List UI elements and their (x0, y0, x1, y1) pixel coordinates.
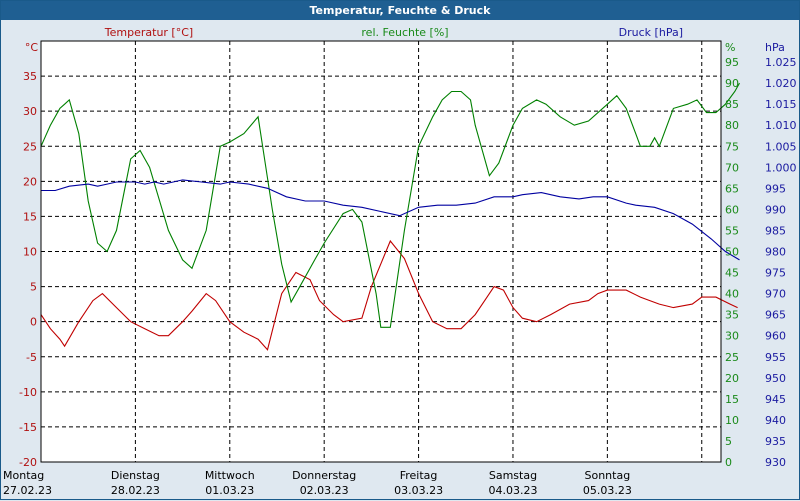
humidity-tick-label: 90 (725, 77, 739, 90)
temperature-tick-label: 15 (23, 210, 37, 223)
humidity-tick-label: 60 (725, 203, 739, 216)
temperature-tick-label: -10 (19, 386, 37, 399)
day-name-label: Dienstag (111, 469, 160, 482)
pressure-tick-label: 940 (765, 414, 786, 427)
day-name-label: Mittwoch (205, 469, 255, 482)
temperature-axis-label: Temperatur [°C] (104, 26, 193, 39)
day-name-label: Freitag (400, 469, 438, 482)
pressure-tick-label: 985 (765, 224, 786, 237)
humidity-tick-label: 45 (725, 267, 739, 280)
pressure-tick-label: 950 (765, 372, 786, 385)
pressure-tick-label: 935 (765, 435, 786, 448)
pressure-tick-label: 1.000 (765, 161, 797, 174)
pressure-tick-label: 990 (765, 203, 786, 216)
humidity-tick-label: 85 (725, 98, 739, 111)
humidity-tick-label: 25 (725, 351, 739, 364)
pressure-tick-label: 1.010 (765, 119, 797, 132)
day-date-label: 01.03.23 (205, 484, 254, 497)
humidity-tick-label: 35 (725, 309, 739, 322)
humidity-unit-label: % (725, 41, 735, 54)
pressure-tick-label: 1.020 (765, 77, 797, 90)
day-date-label: 03.03.23 (394, 484, 443, 497)
humidity-axis-label: rel. Feuchte [%] (361, 26, 448, 39)
day-name-label: Donnerstag (292, 469, 356, 482)
humidity-tick-label: 5 (725, 435, 732, 448)
humidity-tick-label: 0 (725, 456, 732, 469)
humidity-tick-label: 30 (725, 330, 739, 343)
plot-area-border (40, 40, 722, 463)
temperature-tick-label: 35 (23, 70, 37, 83)
pressure-tick-label: 1.015 (765, 98, 797, 111)
pressure-tick-label: 970 (765, 288, 786, 301)
pressure-tick-label: 1.025 (765, 56, 797, 69)
day-date-label: 04.03.23 (488, 484, 537, 497)
pressure-tick-label: 945 (765, 393, 786, 406)
series-line-temperature (40, 239, 738, 351)
chart-title: Temperatur, Feuchte & Druck (1, 1, 799, 20)
temperature-tick-label: 25 (23, 140, 37, 153)
pressure-tick-label: 955 (765, 351, 786, 364)
temperature-tick-label: -20 (19, 456, 37, 469)
temperature-tick-label: -5 (26, 351, 37, 364)
day-date-label: 05.03.23 (583, 484, 632, 497)
temperature-tick-label: 20 (23, 175, 37, 188)
temperature-tick-label: -15 (19, 421, 37, 434)
tick-labels: 35302520151050-5-10-15-20959085807570656… (3, 56, 797, 497)
humidity-tick-label: 70 (725, 161, 739, 174)
temperature-tick-label: 5 (30, 281, 37, 294)
humidity-tick-label: 65 (725, 182, 739, 195)
pressure-tick-label: 995 (765, 182, 786, 195)
humidity-tick-label: 55 (725, 224, 739, 237)
day-date-label: 02.03.23 (300, 484, 349, 497)
pressure-tick-label: 960 (765, 330, 786, 343)
series-line-pressure (41, 179, 740, 261)
pressure-tick-label: 980 (765, 246, 786, 259)
day-date-label: 27.02.23 (3, 484, 52, 497)
day-name-label: Montag (3, 469, 44, 482)
series-line-humidity (40, 82, 740, 328)
pressure-tick-label: 965 (765, 309, 786, 322)
humidity-tick-label: 75 (725, 140, 739, 153)
pressure-axis-label: Druck [hPa] (619, 26, 683, 39)
humidity-tick-label: 10 (725, 414, 739, 427)
humidity-tick-label: 95 (725, 56, 739, 69)
pressure-tick-label: 975 (765, 267, 786, 280)
humidity-tick-label: 15 (725, 393, 739, 406)
temperature-tick-label: 0 (30, 316, 37, 329)
temperature-tick-label: 30 (23, 105, 37, 118)
humidity-tick-label: 80 (725, 119, 739, 132)
pressure-tick-label: 930 (765, 456, 786, 469)
grid (41, 41, 721, 462)
humidity-tick-label: 40 (725, 288, 739, 301)
temperature-tick-label: 10 (23, 246, 37, 259)
pressure-unit-label: hPa (765, 41, 785, 54)
day-date-label: 28.02.23 (111, 484, 160, 497)
humidity-tick-label: 50 (725, 246, 739, 259)
pressure-tick-label: 1.005 (765, 140, 797, 153)
day-name-label: Sonntag (585, 469, 631, 482)
series-lines (40, 82, 740, 351)
day-name-label: Samstag (489, 469, 537, 482)
temperature-unit-label: °C (25, 41, 39, 54)
humidity-tick-label: 20 (725, 372, 739, 385)
